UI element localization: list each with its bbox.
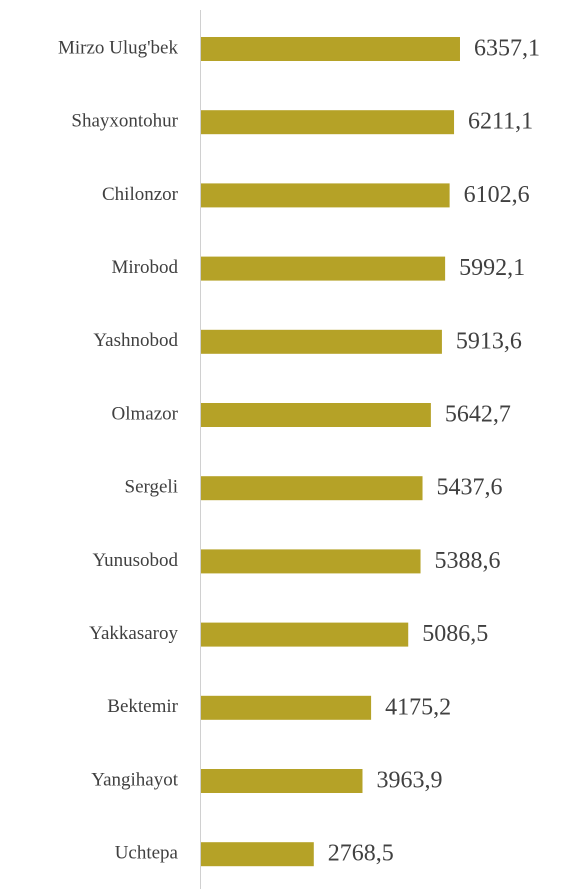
bar [201,622,409,647]
value-label: 4175,2 [385,694,451,720]
value-label: 5388,6 [435,548,501,574]
value-label: 6357,1 [474,36,540,62]
category-label: Yangihayot [91,769,178,790]
value-label: 5437,6 [437,475,503,501]
bar [201,769,363,793]
value-label: 6102,6 [464,182,530,208]
bar [201,110,455,135]
value-label: 5642,7 [445,402,511,428]
category-label: Sergeli [125,477,178,498]
category-label: Uchtepa [115,843,179,864]
bar [201,476,423,501]
category-label: Chilonzor [102,184,179,205]
category-label: Yashnobod [93,330,178,351]
bar [201,256,446,281]
value-label: 3963,9 [376,768,442,794]
category-label: Mirzo Ulug'bek [58,37,179,58]
category-label: Yakkasaroy [89,623,178,644]
category-label: Bektemir [107,696,178,717]
bar [201,403,431,427]
bar [201,695,372,720]
bar [201,183,450,208]
category-label: Mirobod [112,257,179,278]
category-label: Shayxontohur [71,111,178,132]
bar [201,549,421,574]
category-label: Yunusobod [92,550,178,571]
bar [201,37,460,61]
bar [201,329,442,354]
value-label: 2768,5 [328,841,394,867]
value-label: 5086,5 [422,621,488,647]
category-label: Olmazor [112,403,179,424]
bar [201,842,314,867]
value-label: 5913,6 [456,328,522,354]
value-label: 5992,1 [459,255,525,281]
value-label: 6211,1 [468,109,533,135]
